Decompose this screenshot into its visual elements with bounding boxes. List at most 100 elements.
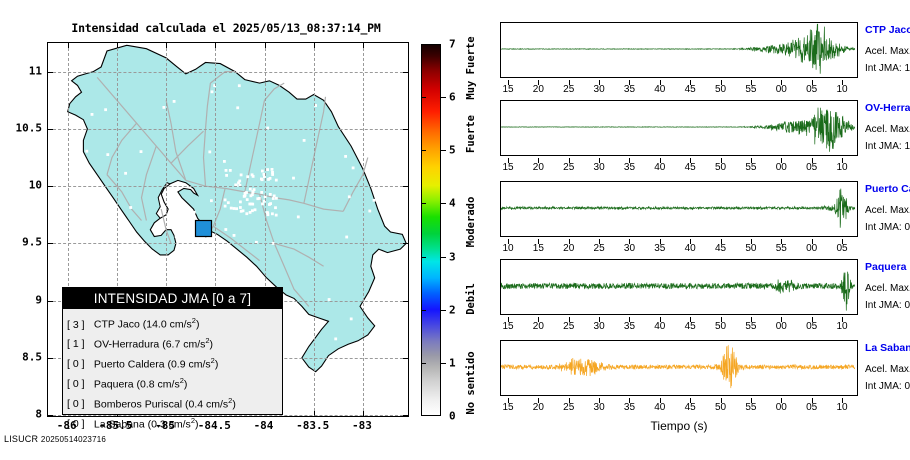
time-axis-tick — [842, 398, 843, 403]
waveform — [501, 23, 855, 74]
time-axis-tick-label: 05 — [836, 243, 848, 254]
time-axis-tick — [750, 158, 752, 163]
town-marker — [241, 209, 245, 213]
superscript-two: 2 — [210, 355, 215, 365]
station-jma-intensity: Int JMA: 0 — [865, 222, 910, 233]
map-x-axis-label: -83 — [351, 419, 372, 432]
town-marker — [238, 179, 242, 183]
town-marker — [129, 206, 133, 209]
time-axis-tick-label: 10 — [836, 84, 848, 95]
town-marker — [270, 168, 274, 171]
town-marker — [239, 200, 242, 204]
epicenter-marker[interactable] — [194, 219, 213, 238]
time-axis-tick — [508, 80, 509, 85]
colorbar-tick — [421, 97, 426, 99]
time-axis-tick — [781, 239, 783, 244]
time-axis-tick-label: 15 — [502, 84, 514, 95]
town-marker — [238, 183, 242, 187]
town-marker — [250, 173, 254, 177]
seismogram-trace-frame — [500, 100, 858, 156]
town-marker — [271, 242, 275, 245]
town-marker — [271, 173, 274, 176]
town-marker — [242, 195, 246, 198]
legend-station-name: Paquera (0.8 cm/s — [91, 378, 180, 391]
station-name-label[interactable]: La Sabana — [865, 342, 910, 354]
time-axis-tick — [538, 239, 540, 244]
town-marker — [275, 196, 278, 200]
town-marker — [296, 215, 300, 219]
time-axis-tick-label: 45 — [684, 321, 696, 332]
town-marker — [252, 188, 256, 191]
map-x-tick — [362, 43, 364, 48]
town-marker — [223, 204, 227, 208]
town-marker — [261, 169, 264, 173]
town-marker — [223, 160, 226, 163]
station-accel-max: Acel. Max. 1.3 — [865, 124, 910, 135]
time-axis-tick — [629, 80, 631, 85]
legend-intensity-count: [ 0 ] — [67, 418, 85, 431]
time-axis-tick — [568, 239, 570, 244]
town-marker — [248, 187, 252, 191]
time-axis-tick-label: 30 — [593, 162, 605, 173]
colorbar-tick-label: 7 — [449, 37, 456, 51]
time-axis-tick-label: 15 — [502, 162, 514, 173]
time-axis-tick — [690, 80, 692, 85]
town-marker — [246, 175, 250, 179]
legend-station-name: Puerto Caldera (0.9 cm/s — [91, 358, 211, 371]
road-line — [342, 157, 369, 212]
map-y-tick — [48, 243, 53, 245]
time-axis-tick-label: 20 — [532, 402, 544, 413]
map-y-tick — [48, 186, 53, 188]
time-axis-tick — [508, 239, 509, 244]
map-y-axis-label: 8 — [35, 407, 42, 421]
colorbar-tick-label: 2 — [449, 303, 456, 317]
town-marker — [260, 178, 264, 182]
legend-intensity-count: [ 0 ] — [67, 358, 85, 371]
colorbar-tick — [421, 362, 426, 364]
station-jma-intensity: Int JMA: 1 — [865, 141, 910, 152]
station-name-label[interactable]: Paquera — [865, 261, 907, 273]
map-x-axis-label: -84 — [253, 419, 274, 432]
map-y-tick — [403, 300, 408, 302]
town-marker — [174, 235, 178, 238]
legend-title: INTENSIDAD JMA [0 a 7] — [63, 288, 282, 309]
town-marker — [239, 206, 242, 209]
legend-paren: ) — [195, 318, 200, 331]
colorbar-tick — [441, 203, 446, 205]
station-name-label[interactable]: OV-Herradura — [865, 102, 910, 114]
superscript-two: 2 — [191, 316, 196, 325]
town-marker — [262, 199, 266, 203]
station-jma-intensity: Int JMA: 1 — [865, 63, 910, 74]
town-marker — [174, 284, 178, 287]
time-axis-tick-label: 25 — [593, 243, 605, 254]
town-marker — [85, 149, 89, 153]
town-marker — [260, 191, 264, 194]
time-axis-tick-label: 25 — [563, 402, 575, 413]
time-axis-tick — [659, 158, 661, 163]
time-axis-tick-label: 05 — [806, 321, 818, 332]
station-name-label[interactable]: CTP Jaco — [865, 24, 910, 36]
waveform — [501, 107, 855, 152]
time-axis-tick-label: 30 — [593, 402, 605, 413]
town-marker — [347, 195, 351, 199]
town-marker — [271, 171, 274, 174]
time-axis-tick — [720, 80, 722, 85]
time-axis-tick-label: 00 — [806, 243, 818, 254]
time-axis-tick-label: 55 — [775, 243, 787, 254]
station-name-label[interactable]: Puerto Caldera — [865, 183, 910, 195]
time-axis-tick — [690, 239, 692, 244]
town-marker — [208, 150, 212, 154]
map-gridline-horizontal — [48, 128, 408, 130]
legend-station-row: [ 1 ] OV-Herradura (6.7 cm/s2) — [67, 333, 282, 353]
map-x-tick — [215, 43, 217, 48]
map-y-axis-label: 10.5 — [15, 121, 43, 135]
road-line — [274, 242, 324, 267]
town-marker — [229, 206, 233, 210]
page-title: Intensidad calculada el 2025/05/13_08:37… — [71, 21, 381, 35]
town-marker — [125, 265, 128, 268]
town-marker — [204, 245, 208, 249]
town-marker — [253, 208, 257, 212]
town-marker — [226, 201, 230, 205]
time-axis-tick — [508, 317, 509, 322]
town-marker — [248, 211, 252, 214]
